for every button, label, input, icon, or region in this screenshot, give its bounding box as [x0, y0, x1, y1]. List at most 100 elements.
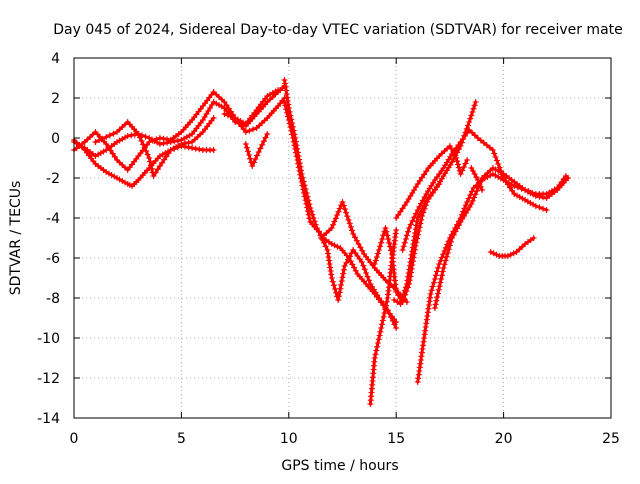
data-point-marker	[339, 199, 346, 205]
data-point-marker	[223, 102, 230, 109]
data-point-marker	[438, 272, 445, 279]
data-point-marker	[156, 135, 163, 141]
data-point-marker	[163, 153, 170, 160]
data-point-marker	[245, 148, 251, 155]
data-point-marker	[565, 175, 571, 181]
x-tick-label: 20	[495, 431, 513, 447]
data-point-marker	[446, 242, 453, 249]
data-point-marker	[380, 313, 387, 320]
data-point-marker	[287, 124, 294, 131]
data-point-marker	[406, 262, 413, 269]
data-point-marker	[409, 244, 416, 251]
data-point-marker	[409, 217, 416, 224]
data-point-marker	[379, 317, 386, 324]
data-point-marker	[291, 142, 298, 149]
data-point-marker	[124, 133, 131, 139]
data-point-marker	[140, 141, 146, 148]
data-point-marker	[411, 237, 417, 244]
data-point-marker	[414, 218, 421, 225]
data-point-marker	[418, 200, 425, 207]
data-point-marker	[332, 215, 339, 222]
data-point-marker	[468, 201, 475, 207]
data-point-marker	[171, 138, 178, 145]
data-point-marker	[281, 99, 288, 105]
data-point-marker	[334, 243, 341, 250]
data-point-marker	[376, 247, 382, 253]
data-point-marker	[467, 115, 474, 122]
data-point-marker	[509, 187, 516, 194]
data-point-marker	[156, 141, 163, 147]
data-point-marker	[339, 274, 346, 281]
y-tick-label: 4	[51, 51, 60, 67]
data-point-marker	[96, 137, 103, 144]
data-point-marker	[292, 146, 299, 152]
data-point-marker	[148, 165, 155, 172]
data-point-marker	[374, 340, 381, 346]
data-point-marker	[399, 247, 406, 253]
data-point-marker	[305, 211, 312, 218]
data-point-marker	[210, 147, 217, 153]
chart-title: Day 045 of 2024, Sidereal Day-to-day VTE…	[53, 22, 623, 38]
data-point-marker	[464, 199, 471, 205]
data-point-marker	[358, 259, 365, 265]
data-series-4	[92, 115, 217, 179]
data-point-marker	[470, 105, 477, 112]
x-tick-label: 0	[70, 431, 79, 447]
data-point-marker	[378, 239, 385, 246]
data-point-marker	[328, 241, 335, 247]
data-point-marker	[465, 195, 472, 202]
data-point-marker	[110, 130, 117, 137]
data-point-marker	[246, 152, 253, 158]
data-point-marker	[249, 163, 256, 169]
data-point-marker	[221, 111, 228, 117]
y-tick-label: -6	[46, 251, 60, 267]
data-point-marker	[479, 187, 486, 193]
data-point-marker	[449, 235, 455, 241]
data-point-marker	[159, 159, 166, 166]
data-point-marker	[411, 233, 418, 240]
data-point-marker	[282, 102, 289, 109]
data-point-marker	[346, 253, 353, 260]
data-point-marker	[299, 182, 306, 189]
data-point-marker	[393, 227, 400, 233]
data-point-marker	[359, 247, 366, 254]
data-point-marker	[192, 145, 199, 152]
data-point-marker	[242, 141, 249, 147]
data-point-marker	[513, 249, 520, 255]
data-point-marker	[400, 243, 407, 250]
data-point-marker	[449, 159, 455, 165]
data-point-marker	[349, 261, 356, 268]
data-point-marker	[495, 161, 502, 167]
data-point-marker	[493, 251, 500, 258]
data-point-marker	[405, 270, 412, 277]
data-point-marker	[399, 294, 406, 301]
data-point-marker	[283, 87, 290, 94]
data-point-marker	[414, 181, 421, 187]
data-point-marker	[106, 132, 113, 139]
data-point-marker	[290, 138, 297, 145]
data-point-marker	[300, 186, 307, 193]
data-series-6	[242, 131, 271, 169]
series-line	[94, 116, 216, 178]
y-tick-label: -12	[37, 371, 60, 387]
data-point-marker	[421, 194, 428, 201]
data-point-marker	[373, 254, 380, 260]
data-point-marker	[452, 228, 459, 235]
data-point-marker	[412, 229, 419, 236]
data-point-marker	[302, 197, 309, 204]
data-series-13	[393, 143, 471, 221]
data-point-marker	[394, 299, 401, 305]
data-series-8	[281, 99, 400, 331]
data-point-marker	[455, 222, 462, 229]
data-point-marker	[406, 225, 413, 231]
data-point-marker	[328, 271, 335, 278]
data-point-marker	[262, 134, 269, 141]
data-point-marker	[402, 236, 409, 242]
y-tick-label: 0	[51, 131, 60, 147]
data-point-marker	[295, 164, 302, 171]
data-point-marker	[436, 283, 443, 290]
data-point-marker	[383, 298, 390, 305]
data-point-marker	[414, 207, 421, 213]
data-point-marker	[109, 150, 116, 157]
data-point-marker	[165, 150, 172, 157]
